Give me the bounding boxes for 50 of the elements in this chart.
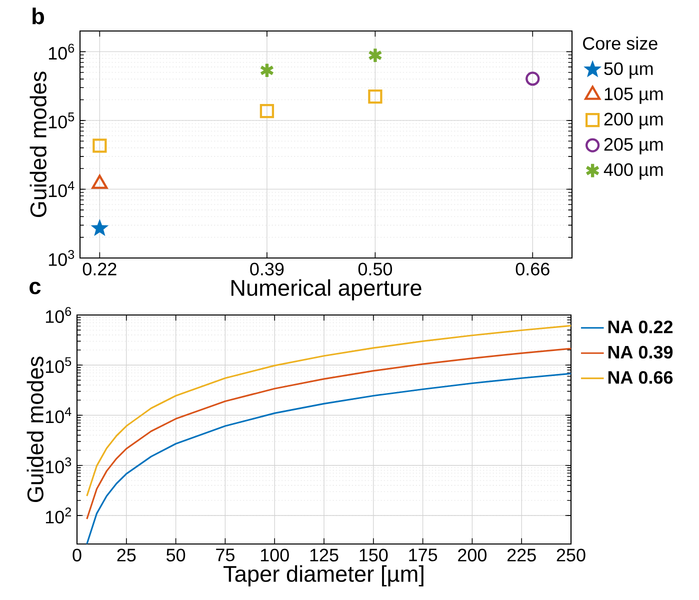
x-tick-label: 200 — [458, 548, 487, 562]
x-tick-label: 0.22 — [82, 262, 116, 276]
x-tick-label: 175 — [409, 548, 438, 562]
x-tick-label: 0.39 — [250, 262, 284, 276]
y-tick-label: 10$^{6}$ — [48, 44, 74, 60]
x-axis-title: Taper diameter [µm] — [223, 565, 424, 586]
y-tick-label: 10$^{4}$ — [48, 181, 74, 198]
x-tick-label: 150 — [360, 548, 388, 562]
point — [526, 72, 540, 86]
legend-title: Core size — [583, 36, 658, 50]
y-tick-label: 10$^{5}$ — [46, 357, 72, 374]
y-tick-label: 10$^{6}$ — [46, 307, 72, 323]
point — [260, 104, 274, 118]
legend-label: 50 µm — [604, 62, 653, 79]
text: b — [32, 8, 44, 24]
point — [91, 219, 108, 236]
y-tick-label: 10$^{5}$ — [48, 112, 74, 128]
y-tick-label: 10$^{3}$ — [48, 250, 74, 266]
y-axis-title: Guided modes — [26, 356, 44, 502]
x-tick-label: 0.66 — [516, 262, 550, 276]
y-tick-label: 10$^{2}$ — [46, 508, 71, 524]
y-tick-label: 10$^{4}$ — [46, 407, 72, 424]
legend-label: 105 µm — [604, 88, 663, 104]
point — [92, 138, 107, 153]
legend-label: NA 0.22 — [608, 320, 673, 334]
y-tick-label: 10$^{3}$ — [46, 457, 72, 474]
legend-label: 200 µm — [604, 112, 663, 130]
x-tick-label: 100 — [260, 548, 289, 562]
line-series — [86, 372, 572, 544]
x-tick-label: 0.50 — [358, 262, 392, 276]
point — [260, 62, 274, 79]
x-tick-label: 125 — [310, 548, 338, 562]
x-tick-label: 75 — [216, 548, 234, 562]
x-tick-label: 50 — [166, 548, 186, 562]
x-tick-label: 250 — [556, 548, 586, 562]
point — [368, 47, 383, 64]
y-axis-title: Guided modes — [30, 72, 46, 218]
legend-label: NA 0.66 — [608, 371, 673, 384]
x-tick-label: 0 — [72, 548, 82, 562]
line-series — [86, 348, 572, 520]
legend-label: 400 µm — [604, 163, 663, 180]
x-tick-label: 225 — [507, 548, 536, 562]
point — [368, 89, 382, 104]
text: c — [30, 282, 41, 294]
legend-label: NA 0.39 — [608, 346, 673, 359]
x-tick-label: 25 — [117, 548, 136, 562]
x-axis-title: Numerical aperture — [231, 279, 422, 300]
line-series — [86, 324, 572, 497]
point — [92, 174, 108, 189]
legend-label: 205 µm — [604, 138, 663, 154]
